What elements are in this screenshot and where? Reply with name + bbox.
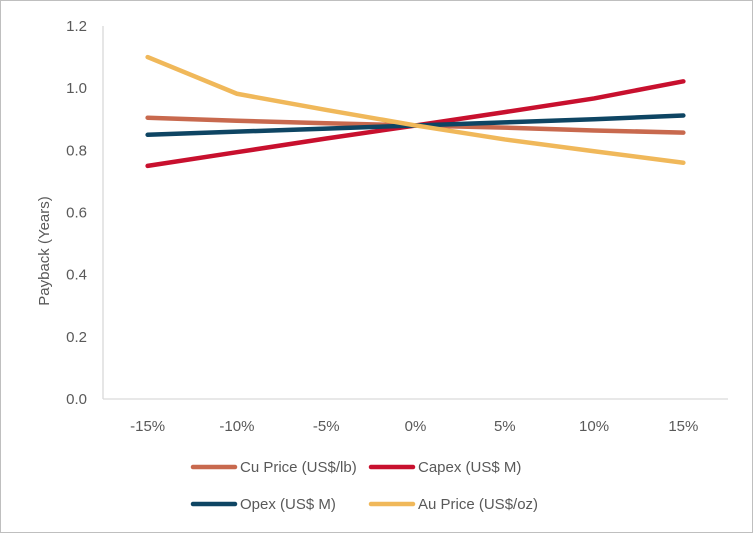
y-tick-label: 0.8 <box>66 142 87 159</box>
x-tick-label: -5% <box>313 418 340 435</box>
legend-label: Capex (US$ M) <box>418 459 521 476</box>
legend-label: Au Price (US$/oz) <box>418 496 538 513</box>
x-tick-label: -15% <box>130 418 165 435</box>
y-tick-label: 1.0 <box>66 80 87 97</box>
legend-item-au-price-us-oz: Au Price (US$/oz) <box>368 496 538 513</box>
series-line-au-price-us-oz <box>145 54 686 166</box>
x-tick-label: 5% <box>494 418 516 435</box>
legend-item-capex-us-m: Capex (US$ M) <box>368 459 521 476</box>
legend-item-cu-price-us-lb: Cu Price (US$/lb) <box>190 459 357 476</box>
y-tick-label: 0.4 <box>66 267 87 284</box>
x-tick-label: -10% <box>219 418 254 435</box>
y-tick-label: 1.2 <box>66 18 87 35</box>
y-axis-title: Payback (Years) <box>36 196 53 306</box>
legend-item-opex-us-m: Opex (US$ M) <box>190 496 336 513</box>
legend-label: Cu Price (US$/lb) <box>240 459 357 476</box>
x-tick-label: 0% <box>405 418 427 435</box>
y-tick-label: 0.2 <box>66 329 87 346</box>
y-tick-label: 0.0 <box>66 391 87 408</box>
x-tick-label: 15% <box>668 418 698 435</box>
legend-label: Opex (US$ M) <box>240 496 336 513</box>
y-tick-label: 0.6 <box>66 205 87 222</box>
x-tick-label: 10% <box>579 418 609 435</box>
